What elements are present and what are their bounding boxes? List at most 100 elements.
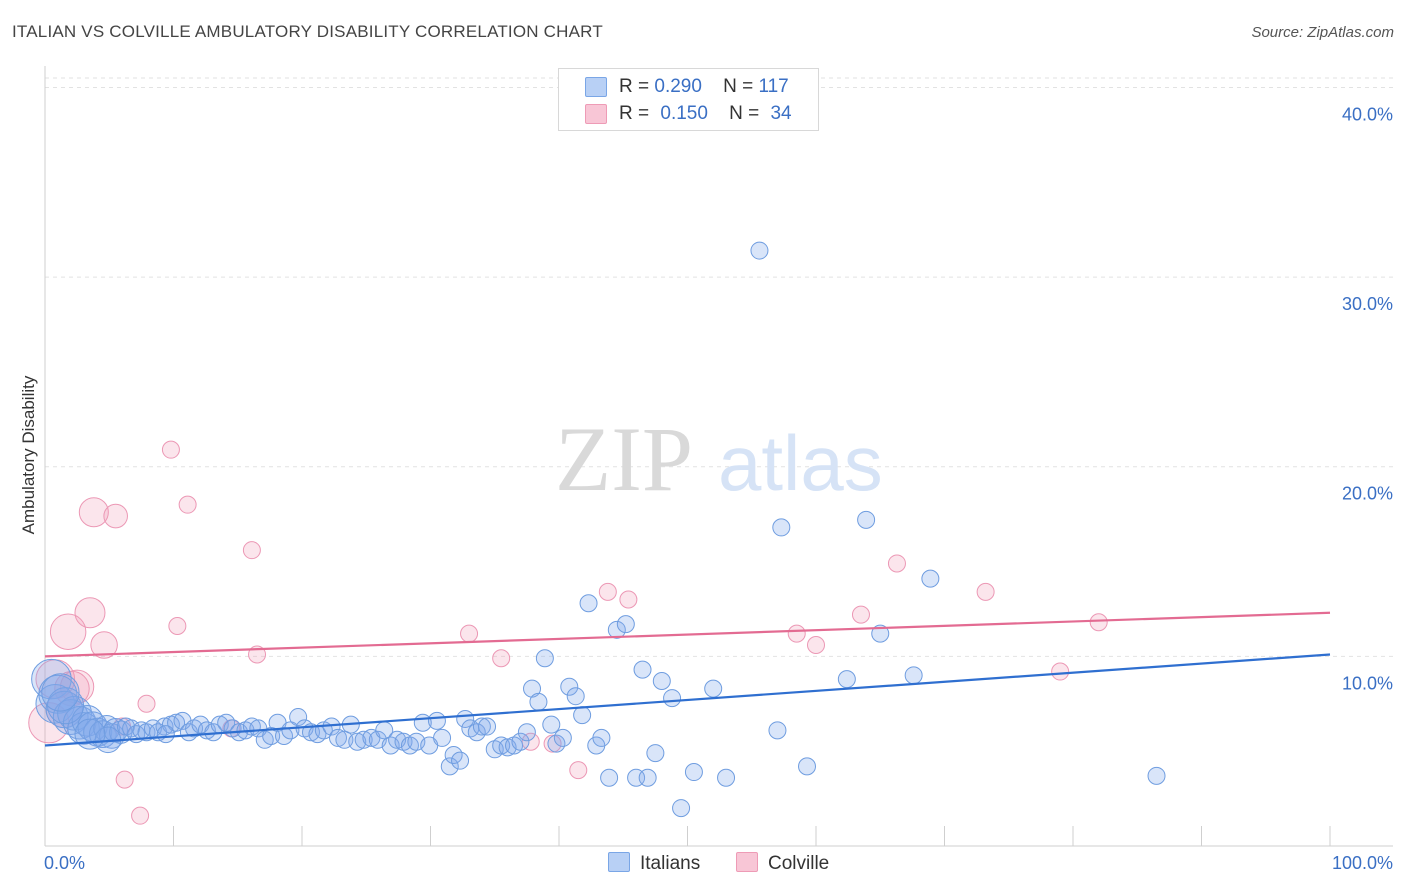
italians-point [579, 594, 598, 613]
colville-point [49, 613, 87, 650]
y-tick-label: 10.0% [1342, 673, 1393, 693]
legend-swatch-colville [736, 852, 758, 872]
watermark: ZIP atlas [555, 408, 883, 510]
colville-point [1089, 613, 1108, 632]
italians-point [52, 699, 89, 735]
tick-labels: 10.0% 20.0% 30.0% 40.0% 0.0% 100.0% [44, 104, 1393, 873]
italians-point [600, 768, 619, 787]
colville-point [887, 554, 906, 573]
y-tick-label: 40.0% [1342, 104, 1393, 124]
colville-point [598, 582, 617, 601]
correlation-legend: R = 0.290 N = 117 R = 0.150 N = 34 [558, 68, 819, 131]
italians-point [904, 666, 923, 685]
italians-point [517, 723, 536, 742]
italians-point [354, 730, 373, 749]
legend-swatch-colville [585, 104, 607, 124]
trend-lines [44, 611, 1331, 747]
italians-point [328, 728, 347, 747]
italians-trend-line [44, 653, 1331, 747]
colville-point [161, 440, 180, 459]
colville-point [807, 635, 825, 654]
legend-swatch-italians [608, 852, 630, 872]
n-label: N = [729, 103, 760, 124]
italians-point [440, 757, 459, 776]
italians-point [798, 757, 817, 776]
italians-point [573, 706, 592, 725]
italians-point [704, 679, 723, 698]
watermark-atlas: atlas [718, 419, 883, 507]
colville-point [168, 617, 187, 636]
legend-item-italians[interactable]: Italians [608, 852, 700, 875]
italians-point [492, 736, 511, 755]
colville-point [543, 734, 562, 753]
italians-point [633, 660, 652, 679]
watermark-zip: ZIP [555, 408, 693, 510]
colville-point [74, 597, 106, 629]
r-value: 0.150 [660, 103, 708, 124]
colville-point [460, 624, 479, 643]
italians-point [772, 518, 791, 537]
italians-point [837, 670, 856, 689]
italians-point [478, 717, 497, 736]
italians-point [41, 673, 80, 712]
italians-point [262, 727, 281, 746]
legend-stats-colville: R = 0.150 N = 34 [619, 103, 792, 125]
italians-point [607, 620, 626, 639]
legend-swatch-italians [585, 77, 607, 97]
italians-point [433, 728, 452, 747]
italians-point [566, 687, 585, 706]
italians-point [1147, 766, 1166, 785]
colville-point [131, 806, 150, 825]
colville-point [78, 497, 109, 528]
italians-point [646, 744, 665, 763]
colville-point [103, 503, 128, 529]
italians-point [289, 708, 308, 727]
colville-point [242, 541, 261, 560]
colville-point [492, 649, 511, 668]
legend-label-italians: Italians [640, 853, 701, 874]
colville-point [178, 495, 197, 514]
legend-item-colville[interactable]: Colville [736, 852, 829, 875]
italians-point [156, 725, 175, 744]
italians-point [616, 615, 635, 634]
y-tick-label: 20.0% [1342, 484, 1393, 504]
axes [44, 66, 1393, 847]
italians-point [768, 721, 787, 740]
italians-point [74, 718, 106, 750]
chart-title: ITALIAN VS COLVILLE AMBULATORY DISABILIT… [12, 22, 603, 41]
legend-label-colville: Colville [768, 853, 830, 874]
colville-point [115, 770, 134, 789]
italians-point [638, 768, 657, 787]
colville-point [976, 582, 995, 601]
colville-point [851, 605, 870, 624]
r-value: 0.290 [654, 76, 702, 97]
gridlines [45, 77, 1393, 657]
italians-point [663, 689, 682, 708]
r-label: R = [619, 103, 650, 124]
italians-point [560, 677, 579, 696]
colville-point [137, 694, 156, 713]
italians-point [348, 732, 367, 751]
italians-point [535, 649, 554, 668]
italians-point [871, 624, 890, 643]
n-value: 34 [770, 103, 792, 124]
italians-point [472, 717, 491, 736]
y-tick-label: 30.0% [1342, 294, 1393, 314]
italians-points [31, 241, 1166, 818]
colville-point [521, 732, 540, 751]
n-value: 117 [758, 76, 789, 97]
r-label: R = [619, 76, 650, 97]
legend-stats-italians: R = 0.290 N = 117 [619, 76, 789, 98]
italians-point [167, 713, 186, 732]
x-tick-label-max: 100.0% [1332, 853, 1393, 873]
italians-point [553, 728, 572, 747]
italians-point [542, 715, 561, 734]
italians-point [652, 672, 671, 691]
colville-point [569, 761, 588, 780]
italians-point [467, 723, 486, 742]
italians-point [857, 510, 876, 529]
colville-trend-line [44, 611, 1331, 658]
italians-point [523, 679, 542, 698]
italians-point [281, 721, 300, 740]
